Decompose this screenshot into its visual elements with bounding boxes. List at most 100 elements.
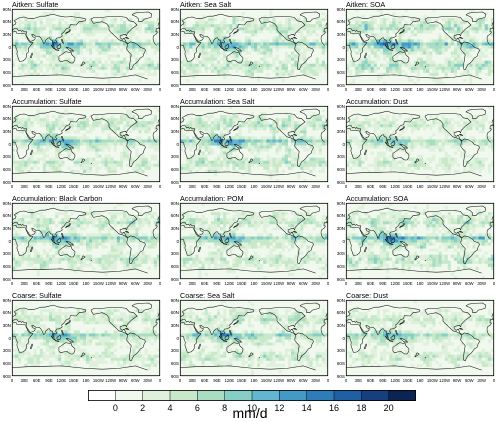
lon-tick-label: 60E	[200, 281, 209, 286]
lon-tick-label: 0	[344, 378, 348, 383]
lon-tick-label: 90E	[45, 281, 53, 286]
colorbar-swatch	[170, 390, 198, 401]
lat-tick-label: 90S	[2, 179, 11, 185]
lon-tick-label: 150E	[402, 87, 413, 92]
lon-tick-label: 60E	[366, 378, 375, 383]
lon-tick-label: 0	[158, 378, 162, 383]
lon-tick-label: 30E	[20, 378, 29, 383]
lat-tick-label: 90S	[170, 179, 179, 185]
lat-tick-label: 60S	[336, 166, 345, 172]
lat-tick-label: 60S	[336, 263, 345, 269]
lon-tick-label: 90W	[118, 378, 128, 383]
lat-tick-label: 30N	[336, 322, 345, 328]
lon-tick-label: 150W	[260, 281, 272, 286]
map-panel: Coarse: Dust 90N 60N 30N 0 30S 60S 90S 0 30E 60E 90…	[334, 291, 500, 388]
lon-tick-label: 120E	[56, 184, 67, 189]
lat-tick-label: 0	[176, 44, 179, 50]
lat-tick-label: 0	[8, 141, 11, 147]
lon-tick-label: 150E	[402, 378, 413, 383]
colorbar	[88, 390, 416, 401]
lon-tick-label: 0	[326, 184, 330, 189]
lon-tick-label: 60W	[465, 87, 474, 92]
lat-tick-label: 60S	[2, 360, 11, 366]
colorbar-tick-label: 0	[112, 403, 118, 413]
lon-tick-label: 0	[10, 184, 14, 189]
lon-tick-label: 30W	[477, 281, 486, 286]
lon-tick-label: 30E	[20, 87, 29, 92]
lat-tick-label: 90N	[2, 297, 11, 303]
colorbar-swatch	[197, 390, 225, 401]
lat-tick-label: 60N	[2, 19, 11, 25]
lon-tick-label: 0	[344, 87, 348, 92]
lon-tick-label: 90E	[379, 378, 387, 383]
lat-tick-label: 90N	[2, 103, 11, 109]
lon-tick-label: 60W	[465, 184, 474, 189]
panel-title: Accumulation: Dust	[346, 97, 408, 106]
precipitation-map	[11, 299, 161, 377]
lon-tick-label: 150W	[92, 378, 104, 383]
lat-tick-label: 90N	[336, 200, 345, 206]
colorbar-swatch	[279, 390, 307, 401]
lon-tick-label: 150W	[260, 184, 272, 189]
precipitation-map	[179, 202, 329, 280]
colorbar-swatch	[334, 390, 362, 401]
lon-tick-label: 150E	[236, 184, 247, 189]
colorbar-swatch	[88, 390, 116, 401]
lat-tick-label: 30N	[170, 225, 179, 231]
lon-tick-label: 120E	[224, 87, 235, 92]
lon-tick-label: 0	[492, 87, 496, 92]
lat-tick-label: 90S	[336, 179, 345, 185]
lon-tick-label: 60E	[366, 87, 375, 92]
lon-tick-label: 30E	[354, 184, 363, 189]
colorbar-tick-label: 20	[383, 403, 394, 413]
colorbar-legend: 0 2 4 6 8 10 12 14 16 18 20 mm/d	[0, 388, 500, 422]
colorbar-tick-label: 6	[194, 403, 200, 413]
panel-title: Accumulation: POM	[180, 194, 244, 203]
lon-tick-label: 150E	[402, 184, 413, 189]
lat-tick-label: 0	[8, 44, 11, 50]
lon-tick-label: 90E	[45, 378, 53, 383]
lon-tick-label: 180	[82, 87, 90, 92]
lon-tick-label: 180	[82, 184, 90, 189]
lat-tick-label: 60N	[336, 213, 345, 219]
map-panel: Accumulation: Sea Salt 90N 60N 30N 0 30S 60S 90…	[168, 97, 334, 194]
lat-tick-label: 30S	[336, 251, 345, 257]
lat-tick-label: 30N	[2, 225, 11, 231]
lon-tick-label: 150W	[426, 281, 438, 286]
lon-tick-label: 90E	[213, 87, 221, 92]
lon-tick-label: 60W	[131, 87, 140, 92]
lat-tick-label: 90S	[2, 82, 11, 88]
colorbar-tick-label: 8	[222, 403, 228, 413]
lon-tick-label: 150W	[260, 378, 272, 383]
lon-tick-label: 30W	[311, 184, 320, 189]
lon-tick-label: 30W	[477, 378, 486, 383]
lon-tick-label: 60E	[200, 378, 209, 383]
lon-tick-label: 60W	[299, 378, 308, 383]
lat-tick-label: 30S	[2, 57, 11, 63]
lat-tick-label: 90N	[336, 297, 345, 303]
colorbar-swatch	[306, 390, 335, 401]
lon-tick-label: 180	[250, 378, 258, 383]
lon-tick-label: 0	[158, 281, 162, 286]
lat-tick-label: 0	[8, 238, 11, 244]
lat-tick-label: 30N	[336, 31, 345, 37]
lon-tick-label: 120W	[439, 378, 451, 383]
lon-tick-label: 120W	[105, 87, 117, 92]
precipitation-map	[11, 105, 161, 183]
precipitation-map	[179, 299, 329, 377]
panel-title: Coarse: Sea Salt	[180, 291, 235, 300]
lat-tick-label: 30N	[2, 31, 11, 37]
lat-tick-label: 60N	[2, 310, 11, 316]
lat-tick-label: 30N	[2, 128, 11, 134]
lat-tick-label: 30N	[170, 322, 179, 328]
lon-tick-label: 150W	[426, 87, 438, 92]
lat-tick-label: 30S	[2, 348, 11, 354]
lon-tick-label: 90W	[452, 184, 462, 189]
lat-tick-label: 60S	[336, 360, 345, 366]
lon-tick-label: 120E	[390, 281, 401, 286]
lat-tick-label: 30N	[170, 128, 179, 134]
lon-tick-label: 120W	[105, 378, 117, 383]
lat-tick-label: 90N	[170, 200, 179, 206]
lat-tick-label: 30S	[336, 154, 345, 160]
lat-tick-label: 60N	[2, 213, 11, 219]
